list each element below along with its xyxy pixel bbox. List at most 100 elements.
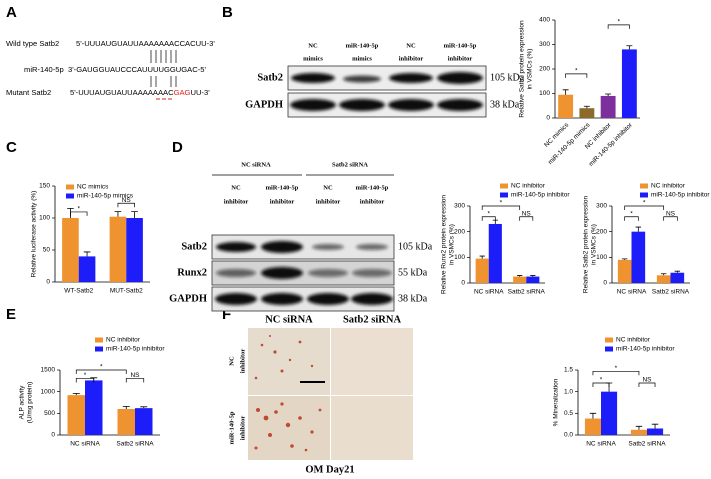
- significance-bracket: [75, 378, 95, 383]
- y-tick-label: 50: [43, 247, 51, 254]
- panel-label: B: [222, 4, 233, 21]
- legend-swatch: [500, 183, 508, 189]
- y-axis-label: in VSMCs (%): [449, 224, 456, 265]
- y-tick-label: 0: [51, 432, 55, 439]
- significance-bracket: [481, 216, 496, 221]
- legend-label: miR-140-5p inhibitor: [651, 192, 710, 199]
- y-tick-label: 150: [39, 183, 50, 190]
- y-axis-label: Relative luciferase activity (%): [31, 191, 38, 278]
- y-tick-label: 200: [454, 228, 465, 235]
- bar: [109, 216, 127, 282]
- sequence: 5'-UUUAUGUAUUAAAAAAACCACUU-3': [76, 39, 215, 48]
- legend-label: NC inhibitor: [106, 337, 141, 344]
- legend-label: NC inhibitor: [616, 337, 651, 344]
- sequence-label: Wild type Satb2: [6, 39, 59, 48]
- row-label: inhibitor: [239, 349, 246, 374]
- size-label: 38 kDa: [490, 99, 520, 110]
- significance-label: *: [643, 200, 646, 207]
- significance-bracket: [519, 216, 534, 221]
- legend-swatch: [500, 192, 508, 198]
- significance-label: *: [615, 365, 618, 372]
- legend-swatch: [640, 192, 648, 198]
- column-label: Satb2 siRNA: [343, 314, 401, 325]
- legend-swatch: [66, 193, 74, 199]
- x-tick-label: Satb2 siRNA: [628, 441, 666, 448]
- lane-label: NC: [406, 42, 416, 49]
- y-axis-label: in VSMCs (%): [527, 49, 534, 90]
- bar: [488, 223, 502, 283]
- lane-label: mimics: [303, 55, 323, 62]
- caption: OM Day21: [305, 464, 354, 475]
- significance-bracket: [624, 216, 639, 221]
- error-bar: [131, 211, 138, 218]
- y-axis-label: Relative Satb2 protein expression: [583, 196, 590, 294]
- x-tick-label: Satb2 siRNA: [116, 441, 154, 448]
- significance-bracket: [607, 24, 630, 29]
- y-tick-label: 1.5: [564, 367, 573, 374]
- error-bar: [140, 406, 148, 409]
- y-axis-label: % Mineralization: [553, 378, 560, 426]
- bar: [601, 391, 618, 435]
- significance-label: *: [617, 19, 620, 26]
- lane-label: NC: [308, 42, 318, 49]
- legend-label: miR-140-5p inhibitor: [616, 346, 675, 353]
- x-tick-label: Satb2 siRNA: [652, 289, 690, 296]
- y-tick-label: 0.0: [564, 432, 573, 439]
- bar: [67, 395, 85, 435]
- panel-label: A: [6, 4, 17, 21]
- y-tick-label: 100: [596, 254, 607, 261]
- lane-label: inhibitor: [316, 198, 341, 205]
- significance-label: *: [630, 210, 633, 217]
- lane-label: mimics: [352, 55, 372, 62]
- pairing-lines: [150, 50, 177, 87]
- y-tick-label: 100: [39, 215, 50, 222]
- lane-label: inhibitor: [360, 198, 385, 205]
- y-tick-label: 0.5: [564, 410, 573, 417]
- bar: [670, 272, 685, 283]
- panel-label: F: [222, 306, 231, 323]
- error-bar: [583, 105, 590, 109]
- bar: [117, 409, 135, 435]
- error-bar: [72, 393, 80, 396]
- significance-bracket: [663, 216, 678, 221]
- bar: [579, 108, 595, 118]
- y-tick-label: 300: [596, 203, 607, 210]
- stain-images: [248, 328, 413, 460]
- sequence-part: UU-3': [190, 88, 210, 97]
- legend-label: NC inhibitor: [651, 183, 686, 190]
- significance-bracket: [125, 378, 145, 383]
- x-tick-label: NC siRNA: [586, 441, 616, 448]
- legend-swatch: [95, 346, 103, 352]
- row-label: miR-140-5p: [228, 411, 235, 444]
- lane-label: inhibitor: [224, 198, 249, 205]
- error-bar: [621, 258, 628, 260]
- row-label: GAPDH: [245, 99, 283, 110]
- blot-b: [287, 65, 487, 118]
- bar: [621, 49, 637, 118]
- column-label: NC siRNA: [265, 314, 313, 325]
- sequence: 3'-GAUGGUAUCCCAUUUUGGUGAC-5': [68, 65, 206, 74]
- significance-label: NS: [122, 197, 132, 204]
- y-tick-label: 500: [44, 410, 55, 417]
- y-tick-label: 400: [539, 17, 550, 24]
- error-bar: [651, 423, 659, 429]
- significance-label: *: [575, 68, 578, 75]
- sequence-label: miR-140-5p: [24, 65, 64, 74]
- mutation: GAG: [174, 88, 191, 97]
- row-label: GAPDH: [169, 293, 207, 304]
- significance-label: *: [84, 372, 87, 379]
- x-tick-label: NC siRNA: [617, 289, 647, 296]
- bar: [600, 95, 616, 118]
- significance-label: NS: [666, 210, 676, 217]
- group-label: Satb2 siRNA: [332, 161, 368, 168]
- bar: [647, 428, 664, 435]
- y-tick-label: 300: [539, 41, 550, 48]
- y-tick-label: 1.0: [564, 388, 573, 395]
- row-label: Runx2: [177, 267, 207, 278]
- legend-swatch: [605, 346, 613, 352]
- y-tick-label: 300: [454, 203, 465, 210]
- x-tick-label: Satb2 siRNA: [508, 289, 546, 296]
- significance-label: *: [487, 210, 490, 217]
- y-axis-label: (U/mg protein): [27, 382, 34, 424]
